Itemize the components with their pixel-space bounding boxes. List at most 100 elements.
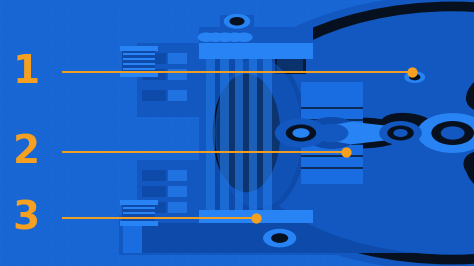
Bar	[123, 219, 155, 221]
Bar	[263, 48, 272, 218]
Bar	[168, 202, 187, 213]
Bar	[199, 27, 313, 48]
Bar	[301, 167, 363, 169]
Bar	[120, 200, 158, 205]
Bar	[123, 63, 155, 65]
Bar	[123, 68, 155, 70]
Bar	[123, 207, 155, 209]
Bar	[137, 43, 204, 117]
Bar	[118, 215, 142, 255]
Circle shape	[206, 0, 474, 266]
Circle shape	[379, 121, 422, 145]
Ellipse shape	[382, 114, 433, 135]
Bar	[123, 218, 142, 253]
Polygon shape	[337, 122, 398, 144]
Bar	[235, 48, 243, 218]
Circle shape	[417, 113, 474, 153]
Circle shape	[224, 14, 250, 29]
Bar	[299, 80, 365, 186]
Bar	[301, 82, 363, 184]
Ellipse shape	[466, 155, 474, 199]
Bar	[301, 143, 363, 145]
Ellipse shape	[211, 53, 306, 213]
Bar	[120, 46, 158, 51]
Point	[342, 149, 350, 154]
Bar	[199, 210, 313, 223]
Circle shape	[315, 124, 348, 142]
Circle shape	[275, 118, 327, 148]
Ellipse shape	[216, 59, 301, 207]
Circle shape	[286, 124, 316, 142]
Bar	[123, 56, 155, 57]
Text: 3: 3	[12, 199, 40, 237]
Circle shape	[271, 233, 288, 243]
Circle shape	[303, 117, 360, 149]
Circle shape	[198, 32, 215, 42]
Bar	[123, 48, 155, 50]
Bar	[168, 186, 187, 197]
Circle shape	[236, 11, 474, 255]
Bar	[123, 53, 155, 55]
Bar	[220, 15, 254, 32]
Circle shape	[207, 32, 224, 42]
Circle shape	[263, 229, 296, 247]
Point	[409, 70, 416, 74]
Ellipse shape	[320, 118, 405, 148]
Circle shape	[387, 126, 414, 140]
Bar	[168, 53, 187, 64]
Ellipse shape	[464, 152, 474, 181]
Bar	[249, 48, 257, 218]
Bar	[123, 214, 155, 216]
Bar	[142, 69, 166, 80]
Bar	[168, 69, 187, 80]
Bar	[199, 48, 313, 218]
Bar	[220, 48, 229, 218]
Bar	[120, 221, 158, 226]
Bar	[123, 70, 155, 72]
Circle shape	[431, 121, 474, 145]
Bar	[199, 43, 313, 59]
Bar	[168, 170, 187, 181]
Circle shape	[441, 126, 465, 140]
Bar	[133, 218, 431, 253]
Bar	[405, 70, 424, 85]
Text: 1: 1	[12, 53, 40, 91]
Circle shape	[353, 69, 474, 197]
Bar	[277, 37, 303, 72]
Circle shape	[292, 128, 310, 138]
Circle shape	[404, 71, 425, 83]
Bar	[123, 221, 155, 223]
Bar	[301, 155, 363, 157]
Bar	[142, 90, 166, 101]
Bar	[142, 53, 166, 64]
Bar	[123, 217, 155, 219]
Bar	[123, 210, 155, 212]
Bar	[123, 60, 155, 63]
Text: 2: 2	[12, 133, 40, 171]
Circle shape	[217, 32, 234, 42]
Bar	[137, 160, 204, 223]
Bar	[123, 202, 155, 205]
Point	[252, 216, 260, 220]
Circle shape	[409, 74, 420, 80]
Bar	[123, 205, 155, 207]
Circle shape	[325, 53, 474, 213]
Bar	[142, 202, 166, 213]
Bar	[206, 53, 306, 213]
Bar	[123, 65, 155, 67]
Bar	[120, 72, 158, 77]
Bar	[123, 72, 155, 74]
Bar	[122, 48, 155, 74]
Bar	[275, 35, 306, 74]
Bar	[123, 58, 155, 60]
Bar	[142, 170, 166, 181]
Ellipse shape	[466, 67, 474, 111]
Circle shape	[296, 37, 474, 229]
Circle shape	[393, 129, 408, 137]
Bar	[123, 51, 155, 53]
Bar	[301, 107, 363, 109]
Bar	[142, 186, 166, 197]
Bar	[206, 48, 215, 218]
Circle shape	[229, 17, 245, 26]
Bar	[123, 212, 155, 214]
